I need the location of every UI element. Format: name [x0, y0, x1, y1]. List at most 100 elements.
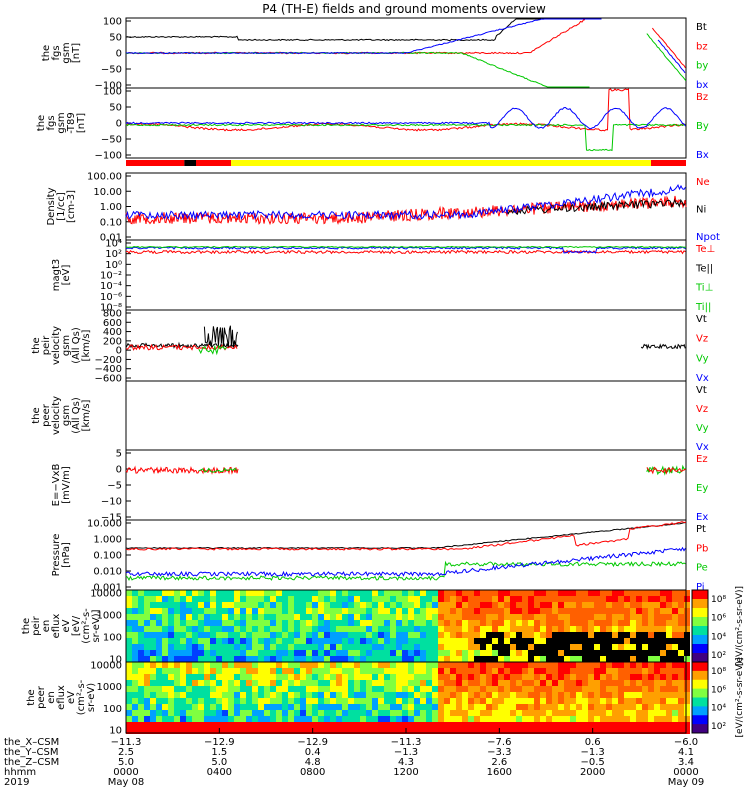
heatmap-cell: [318, 614, 324, 620]
heatmap-cell: [528, 674, 534, 680]
heatmap-cell: [570, 650, 576, 656]
heatmap-cell: [684, 668, 690, 674]
heatmap-cell: [432, 626, 438, 632]
heatmap-cell: [270, 596, 276, 602]
heatmap-cell: [240, 686, 246, 692]
heatmap-cell: [654, 638, 660, 644]
heatmap-cell: [360, 674, 366, 680]
heatmap-cell: [126, 686, 132, 692]
heatmap-cell: [354, 698, 360, 704]
heatmap-cell: [564, 716, 570, 722]
heatmap-cell: [252, 608, 258, 614]
colorbar-segment: [692, 644, 708, 654]
heatmap-cell: [672, 710, 678, 716]
heatmap-cell: [162, 698, 168, 704]
heatmap-cell: [420, 596, 426, 602]
heatmap-cell: [126, 632, 132, 638]
heatmap-cell: [354, 692, 360, 698]
heatmap-cell: [534, 650, 540, 656]
heatmap-cell: [480, 680, 486, 686]
heatmap-cell: [498, 650, 504, 656]
heatmap-cell: [576, 638, 582, 644]
heatmap-cell: [618, 626, 624, 632]
heatmap-cell: [492, 710, 498, 716]
heatmap-cell: [276, 656, 282, 662]
heatmap-cell: [246, 608, 252, 614]
heatmap-cell: [630, 686, 636, 692]
heatmap-cell: [462, 626, 468, 632]
heatmap-cell: [384, 698, 390, 704]
heatmap-cell: [246, 632, 252, 638]
heatmap-cell: [642, 644, 648, 650]
heatmap-cell: [348, 728, 354, 734]
heatmap-cell: [504, 644, 510, 650]
heatmap-cell: [390, 596, 396, 602]
heatmap-cell: [564, 674, 570, 680]
heatmap-cell: [306, 608, 312, 614]
y-tick-label: 10000: [90, 661, 122, 672]
heatmap-cell: [306, 656, 312, 662]
heatmap-cell: [420, 722, 426, 728]
heatmap-cell: [150, 602, 156, 608]
heatmap-cell: [240, 638, 246, 644]
heatmap-cell: [522, 668, 528, 674]
heatmap-cell: [252, 638, 258, 644]
heatmap-cell: [492, 620, 498, 626]
heatmap-cell: [150, 704, 156, 710]
heatmap-cell: [444, 590, 450, 596]
heatmap-cell: [600, 602, 606, 608]
heatmap-cell: [624, 626, 630, 632]
heatmap-cell: [246, 614, 252, 620]
heatmap-cell: [222, 614, 228, 620]
heatmap-cell: [336, 722, 342, 728]
heatmap-cell: [186, 650, 192, 656]
heatmap-cell: [330, 608, 336, 614]
heatmap-cell: [294, 638, 300, 644]
heatmap-cell: [594, 698, 600, 704]
heatmap-cell: [246, 668, 252, 674]
heatmap-cell: [540, 656, 546, 662]
x-row-label: the_X–CSM: [4, 737, 59, 748]
heatmap-cell: [234, 620, 240, 626]
heatmap-cell: [516, 590, 522, 596]
mode-bar-segment: [231, 160, 651, 166]
heatmap-cell: [450, 656, 456, 662]
heatmap-cell: [126, 626, 132, 632]
heatmap-cell: [270, 680, 276, 686]
heatmap-cell: [324, 722, 330, 728]
heatmap-cell: [408, 686, 414, 692]
heatmap-cell: [402, 722, 408, 728]
heatmap-cell: [246, 590, 252, 596]
heatmap-cell: [228, 728, 234, 734]
heatmap-cell: [240, 596, 246, 602]
heatmap-cell: [654, 608, 660, 614]
heatmap-cell: [648, 614, 654, 620]
heatmap-cell: [462, 704, 468, 710]
heatmap-cell: [522, 632, 528, 638]
heatmap-cell: [426, 650, 432, 656]
heatmap-cell: [132, 728, 138, 734]
heatmap-cell: [144, 686, 150, 692]
heatmap-cell: [564, 692, 570, 698]
heatmap-cell: [396, 716, 402, 722]
heatmap-cell: [492, 662, 498, 668]
heatmap-cell: [468, 656, 474, 662]
heatmap-cell: [654, 692, 660, 698]
colorbar-tick: 10²: [711, 722, 726, 732]
heatmap-cell: [462, 614, 468, 620]
heatmap-cell: [444, 674, 450, 680]
heatmap-cell: [432, 704, 438, 710]
heatmap-cell: [522, 608, 528, 614]
heatmap-cell: [204, 662, 210, 668]
heatmap-cell: [624, 668, 630, 674]
colorbar-segment: [692, 599, 708, 609]
heatmap-cell: [558, 704, 564, 710]
heatmap-cell: [684, 596, 690, 602]
heatmap-cell: [486, 692, 492, 698]
heatmap-cell: [648, 710, 654, 716]
heatmap-cell: [324, 704, 330, 710]
heatmap-cell: [282, 620, 288, 626]
heatmap-cell: [420, 680, 426, 686]
heatmap-cell: [492, 716, 498, 722]
heatmap-cell: [456, 710, 462, 716]
